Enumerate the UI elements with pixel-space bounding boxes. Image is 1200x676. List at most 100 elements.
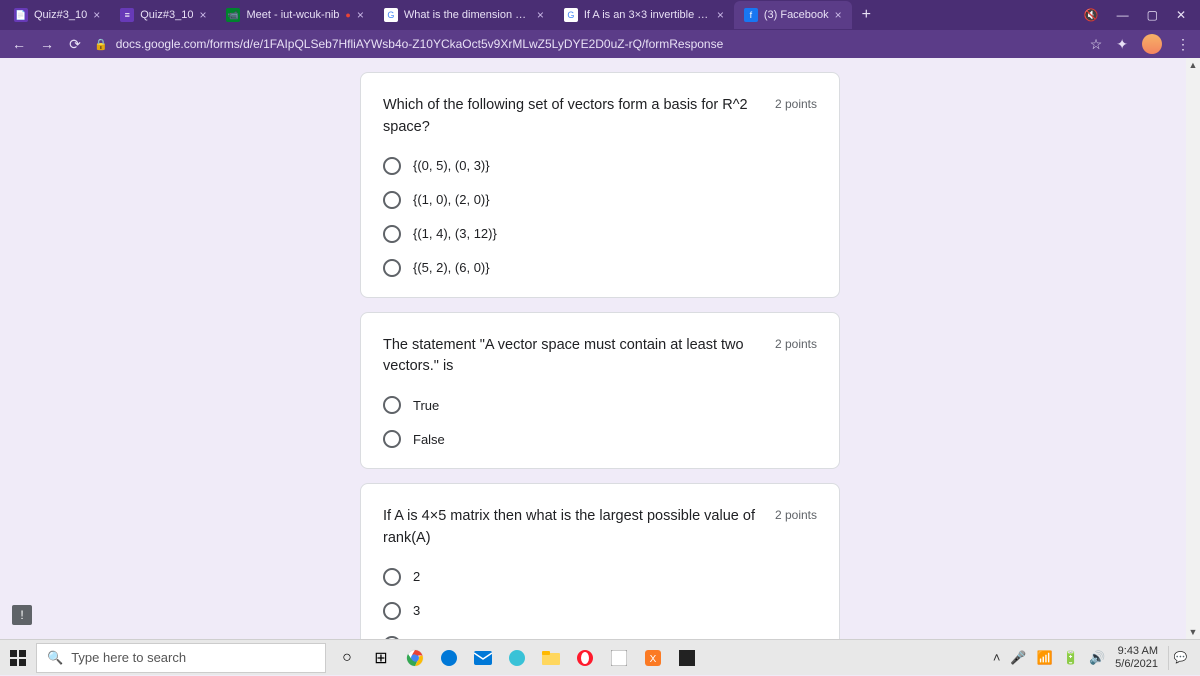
tab-favicon-icon: 📹 (226, 8, 240, 22)
forward-button[interactable]: → (38, 36, 56, 52)
taskbar-search[interactable]: 🔍 Type here to search (36, 643, 326, 673)
edge-icon[interactable] (434, 643, 464, 673)
chrome-icon[interactable] (400, 643, 430, 673)
tab-label: (3) Facebook (764, 9, 829, 21)
close-icon[interactable]: ✕ (1176, 8, 1186, 22)
tab-close-icon[interactable]: × (717, 8, 724, 22)
radio-option[interactable]: {(5, 2), (6, 0)} (383, 259, 817, 277)
notifications-icon[interactable]: 💬 (1168, 646, 1192, 670)
tab-close-icon[interactable]: × (835, 8, 842, 22)
explorer-icon[interactable] (536, 643, 566, 673)
tab-favicon-icon: G (384, 8, 398, 22)
radio-option[interactable]: True (383, 396, 817, 414)
radio-option[interactable]: 2 (383, 568, 817, 586)
minimize-icon[interactable]: — (1117, 8, 1129, 22)
option-label: 2 (413, 569, 420, 584)
radio-option[interactable]: {(0, 5), (0, 3)} (383, 157, 817, 175)
browser-tab[interactable]: f (3) Facebook × (734, 1, 852, 29)
toolbar: ← → ⟳ 🔒 docs.google.com/forms/d/e/1FAIpQ… (0, 30, 1200, 58)
option-label: True (413, 398, 439, 413)
url-text: docs.google.com/forms/d/e/1FAIpQLSeb7Hfl… (116, 37, 724, 51)
maximize-icon[interactable]: ▢ (1147, 8, 1158, 22)
search-icon: 🔍 (47, 650, 63, 666)
question-card: Which of the following set of vectors fo… (360, 72, 840, 298)
radio-option[interactable]: {(1, 4), (3, 12)} (383, 225, 817, 243)
tab-label: Quiz#3_10 (140, 9, 193, 21)
question-title: The statement "A vector space must conta… (383, 335, 759, 379)
extensions-icon[interactable]: ✦ (1116, 36, 1128, 53)
tab-label: Quiz#3_10 (34, 9, 87, 21)
tab-label: If A is an 3×3 invertible ma (584, 9, 711, 21)
task-view-icon[interactable]: ⊞ (366, 643, 396, 673)
time-text: 9:43 AM (1115, 645, 1158, 657)
browser-chrome: 📄 Quiz#3_10 × ≡ Quiz#3_10 × 📹 Meet - iut-wcuk-n… (0, 0, 1200, 58)
scroll-down-icon[interactable]: ▼ (1186, 625, 1200, 639)
tab-close-icon[interactable]: × (199, 8, 206, 22)
options-group: True False (383, 396, 817, 448)
radio-icon (383, 568, 401, 586)
form-column: Which of the following set of vectors fo… (360, 72, 840, 639)
back-button[interactable]: ← (10, 36, 28, 52)
browser-tab[interactable]: G If A is an 3×3 invertible ma × (554, 1, 734, 29)
scrollbar[interactable]: ▲ ▼ (1186, 58, 1200, 639)
options-group: {(0, 5), (0, 3)} {(1, 0), (2, 0)} {(1, 4),… (383, 157, 817, 277)
mic-icon[interactable]: 🎤 (1010, 650, 1026, 666)
points-label: 2 points (775, 335, 817, 351)
tab-label: What is the dimension of th (404, 9, 531, 21)
address-bar[interactable]: 🔒 docs.google.com/forms/d/e/1FAIpQLSeb7H… (94, 37, 1080, 51)
tab-label: Meet - iut-wcuk-nib (246, 9, 339, 21)
date-text: 5/6/2021 (1115, 658, 1158, 670)
radio-icon (383, 225, 401, 243)
volume-icon[interactable]: 🔊 (1089, 650, 1105, 666)
option-label: 3 (413, 603, 420, 618)
reload-button[interactable]: ⟳ (66, 36, 84, 53)
tray-chevron-icon[interactable]: ˄ (993, 650, 1001, 665)
tab-mute-icon[interactable]: 🔇 (1084, 8, 1099, 22)
radio-option[interactable]: False (383, 430, 817, 448)
browser-tab[interactable]: 📹 Meet - iut-wcuk-nib ● × (216, 1, 373, 29)
start-button[interactable] (0, 640, 36, 676)
radio-option[interactable]: 3 (383, 602, 817, 620)
scroll-up-icon[interactable]: ▲ (1186, 58, 1200, 72)
opera-icon[interactable] (570, 643, 600, 673)
option-label: {(1, 4), (3, 12)} (413, 226, 497, 241)
radio-icon (383, 259, 401, 277)
edge-new-icon[interactable] (502, 643, 532, 673)
mail-icon[interactable] (468, 643, 498, 673)
cortana-icon[interactable]: ○ (332, 643, 362, 673)
tab-close-icon[interactable]: × (537, 8, 544, 22)
radio-option[interactable]: {(1, 0), (2, 0)} (383, 191, 817, 209)
clock[interactable]: 9:43 AM 5/6/2021 (1115, 645, 1158, 669)
tab-favicon-icon: G (564, 8, 578, 22)
browser-tab[interactable]: 📄 Quiz#3_10 × (4, 1, 110, 29)
browser-tab[interactable]: G What is the dimension of th × (374, 1, 554, 29)
search-placeholder: Type here to search (71, 650, 186, 665)
options-group: 2345 (383, 568, 817, 640)
report-problem-button[interactable]: ! (12, 605, 32, 625)
option-label: False (413, 432, 445, 447)
profile-avatar[interactable] (1142, 34, 1162, 54)
wifi-icon[interactable]: 📶 (1037, 650, 1053, 666)
battery-icon[interactable]: 🔋 (1063, 650, 1079, 666)
tab-close-icon[interactable]: × (93, 8, 100, 22)
question-card: If A is 4×5 matrix then what is the larg… (360, 483, 840, 639)
toolbar-right: ☆ ✦ ⋮ (1090, 34, 1190, 54)
tab-favicon-icon: 📄 (14, 8, 28, 22)
windows-taskbar: 🔍 Type here to search ○ ⊞ X ˄ 🎤 📶 🔋 🔊 9:… (0, 639, 1200, 675)
radio-icon (383, 430, 401, 448)
browser-tab[interactable]: ≡ Quiz#3_10 × (110, 1, 216, 29)
option-label: {(5, 2), (6, 0)} (413, 260, 490, 275)
dark-app-icon[interactable] (672, 643, 702, 673)
lock-icon: 🔒 (94, 38, 108, 51)
app-icon[interactable] (604, 643, 634, 673)
new-tab-button[interactable]: + (852, 6, 881, 24)
radio-icon (383, 602, 401, 620)
menu-icon[interactable]: ⋮ (1176, 36, 1190, 53)
tab-favicon-icon: f (744, 8, 758, 22)
tab-favicon-icon: ≡ (120, 8, 134, 22)
tab-close-icon[interactable]: × (357, 8, 364, 22)
star-icon[interactable]: ☆ (1090, 36, 1103, 53)
option-label: {(0, 5), (0, 3)} (413, 158, 490, 173)
recording-indicator-icon: ● (345, 10, 350, 20)
xampp-icon[interactable]: X (638, 643, 668, 673)
